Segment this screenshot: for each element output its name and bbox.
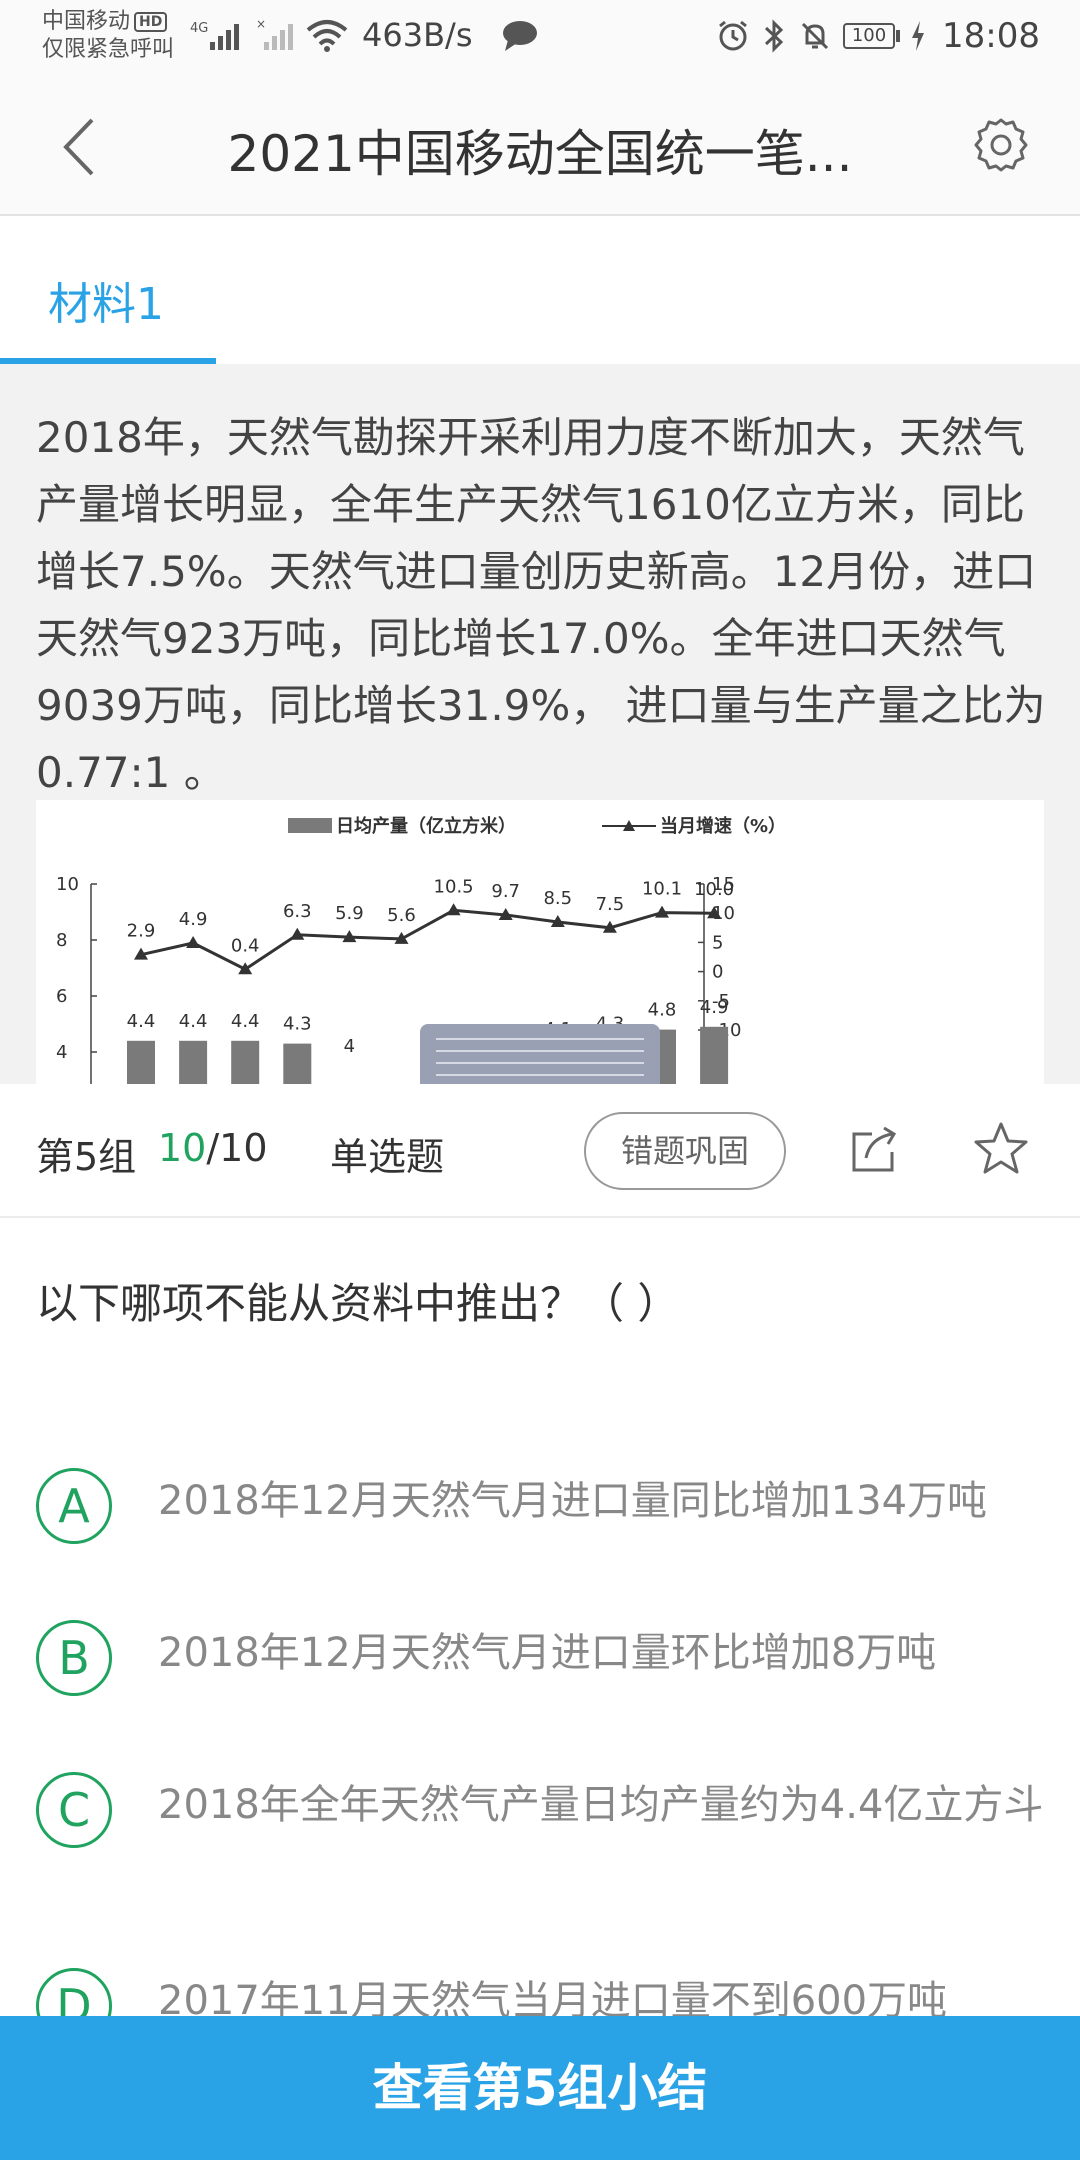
right-tick-label: 5 xyxy=(712,932,723,953)
production-bar xyxy=(179,1040,208,1084)
line-data-label: 7.5 xyxy=(596,894,625,915)
right-tick-label: 0 xyxy=(712,962,723,983)
left-tick-label: 6 xyxy=(56,986,67,1007)
line-data-label: 9.7 xyxy=(491,881,520,902)
mute-bell-icon xyxy=(801,22,829,50)
material-panel[interactable]: 2018年，天然气勘探开采利用力度不断加大，天然气产量增长明显，全年生产天然气1… xyxy=(0,364,1080,1084)
production-bar xyxy=(231,1040,260,1084)
growth-point xyxy=(342,930,357,943)
svg-text:×: × xyxy=(256,18,266,31)
legend-bar-swatch xyxy=(288,818,332,833)
option-text: 2018年12月天然气月进口量环比增加8万吨 xyxy=(158,1630,937,1676)
battery-icon: 100 xyxy=(843,23,901,49)
clock: 18:08 xyxy=(942,16,1040,56)
growth-point xyxy=(134,947,148,960)
growth-point xyxy=(655,905,669,918)
left-tick-label: 4 xyxy=(56,1042,67,1063)
option-letter: C xyxy=(36,1772,112,1848)
tab-active-indicator xyxy=(0,358,216,364)
net-speed: 463B/s xyxy=(362,16,473,54)
question-bar: 第5组 10/10 单选题 错题巩固 xyxy=(0,1084,1080,1218)
line-data-label: 4.9 xyxy=(179,909,208,930)
bar-data-label: 4.4 xyxy=(179,1011,208,1032)
total-questions: /10 xyxy=(206,1126,268,1170)
growth-point xyxy=(550,914,565,927)
message-icon xyxy=(503,21,537,51)
right-tick-label: 10 xyxy=(712,903,735,924)
charging-icon xyxy=(912,21,925,51)
option-letter: A xyxy=(36,1468,112,1544)
cellular-signal-icon: 4G xyxy=(190,21,239,50)
current-question-number: 10 xyxy=(158,1126,207,1170)
gear-icon[interactable] xyxy=(970,114,1032,176)
bluetooth-icon xyxy=(764,19,784,53)
group-label: 第5组 xyxy=(36,1135,137,1179)
back-arrow-icon[interactable] xyxy=(52,112,112,182)
line-data-label: 5.9 xyxy=(335,903,364,924)
legend-bar-label: 日均产量（亿立方米） xyxy=(336,815,516,837)
favorite-star-icon[interactable] xyxy=(972,1120,1030,1178)
left-tick-label: 8 xyxy=(56,930,67,951)
question-counter: 10/10 xyxy=(158,1126,268,1170)
line-data-label: 10.0 xyxy=(694,879,734,900)
carrier-info: 中国移动 HD 仅限紧急呼叫 xyxy=(42,8,174,64)
growth-point xyxy=(394,931,409,944)
hd-badge: HD xyxy=(134,12,168,32)
emergency-label: 仅限紧急呼叫 xyxy=(42,37,175,62)
alarm-icon xyxy=(719,20,747,51)
line-data-label: 2.9 xyxy=(127,921,156,942)
right-tick-label: -5 xyxy=(712,991,730,1012)
status-bar: 中国移动 HD 仅限紧急呼叫 4G × 463B/s xyxy=(0,0,1080,76)
growth-point xyxy=(290,927,305,940)
bar-data-label: 4.4 xyxy=(231,1011,260,1032)
growth-point xyxy=(602,920,617,933)
carrier-name: 中国移动 xyxy=(42,9,131,34)
line-data-label: 5.6 xyxy=(387,905,416,926)
option-letter: B xyxy=(36,1620,112,1696)
bar-data-label: 4.9 xyxy=(700,997,729,1018)
question-type: 单选题 xyxy=(330,1135,445,1179)
growth-line xyxy=(140,908,715,971)
bar-data-label: 4.4 xyxy=(127,1011,156,1032)
line-data-label: 10.5 xyxy=(434,876,474,897)
tab-label: 材料1 xyxy=(48,279,164,330)
left-tick-label: 10 xyxy=(56,874,79,895)
svg-text:4G: 4G xyxy=(190,21,208,36)
right-tick-label: 15 xyxy=(712,874,735,895)
battery-level: 100 xyxy=(843,23,896,49)
cellular-signal-2-icon: × xyxy=(256,18,293,50)
line-data-label: 10.1 xyxy=(642,879,682,900)
option-text: 2018年12月天然气月进口量同比增加134万吨 xyxy=(158,1478,988,1524)
top-nav-bar: 2021中国移动全国统一笔... xyxy=(0,76,1080,216)
growth-point xyxy=(498,907,513,920)
option-text: 2018年全年天然气产量日均产量约为4.4亿立方斗 xyxy=(158,1782,1044,1828)
view-group-summary-button[interactable]: 查看第5组小结 xyxy=(0,2016,1080,2160)
chart-svg: 日均产量（亿立方米）当月增速（%）10864151050-5-104.44.44… xyxy=(56,815,786,1084)
growth-point xyxy=(446,903,461,916)
growth-point xyxy=(238,962,253,975)
line-data-label: 8.5 xyxy=(543,888,572,909)
production-bar xyxy=(700,1026,729,1084)
tab-material-1[interactable]: 材料1 xyxy=(0,218,216,364)
bar-data-label: 4.8 xyxy=(648,1000,677,1021)
growth-point xyxy=(186,935,201,948)
panel-resize-handle[interactable] xyxy=(420,1024,660,1086)
wifi-icon xyxy=(306,20,348,52)
material-text: 2018年，天然气勘探开采利用力度不断加大，天然气产量增长明显，全年生产天然气1… xyxy=(36,413,1046,797)
growth-point xyxy=(707,906,722,919)
share-icon[interactable] xyxy=(848,1122,902,1176)
production-bar xyxy=(283,1043,312,1084)
production-bar xyxy=(127,1040,155,1084)
page-title: 2021中国移动全国统一笔... xyxy=(227,125,853,183)
question-text: 以下哪项不能从资料中推出？（ ） xyxy=(36,1279,680,1328)
review-mistakes-button[interactable]: 错题巩固 xyxy=(584,1112,786,1190)
status-icons: 100 18:08 xyxy=(715,14,1040,58)
legend-line-label: 当月增速（%） xyxy=(660,815,786,837)
line-data-label: 0.4 xyxy=(231,935,260,956)
line-data-label: 6.3 xyxy=(283,901,312,922)
material-tabs: 材料1 xyxy=(0,218,1080,364)
bar-data-label: 4 xyxy=(344,1036,355,1057)
legend-line-marker xyxy=(623,820,635,831)
bar-data-label: 4.3 xyxy=(283,1014,312,1035)
